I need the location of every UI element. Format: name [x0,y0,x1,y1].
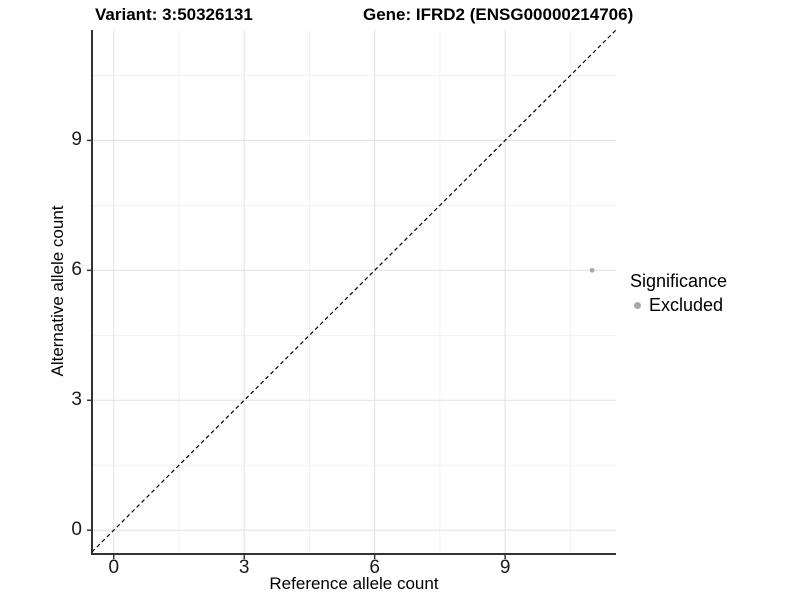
plot-title-gene: Gene: IFRD2 (ENSG00000214706) [363,5,634,24]
legend-item-label: Excluded [649,295,724,315]
y-tick-label: 9 [71,129,82,151]
legend-title: Significance [630,271,728,291]
data-point [589,267,595,273]
legend-point-icon [634,302,641,309]
legend: Significance Excluded [630,271,727,316]
plot-title-variant: Variant: 3:50326131 [95,5,253,24]
x-tick-label: 9 [499,557,511,578]
x-tick-label: 0 [108,557,120,578]
x-tick-label: 3 [238,557,250,578]
axis-lines [91,30,616,555]
y-tick-label: 3 [71,389,82,411]
x-axis-title: Reference allele count [269,574,439,593]
x-tick-label: 6 [369,557,380,578]
y-tick-label: 0 [71,519,82,541]
y-axis-title: Alternative allele count [48,205,67,377]
y-tick-label: 6 [71,259,82,281]
identity-line [91,29,617,553]
legend-item-excluded: Excluded [630,295,727,316]
